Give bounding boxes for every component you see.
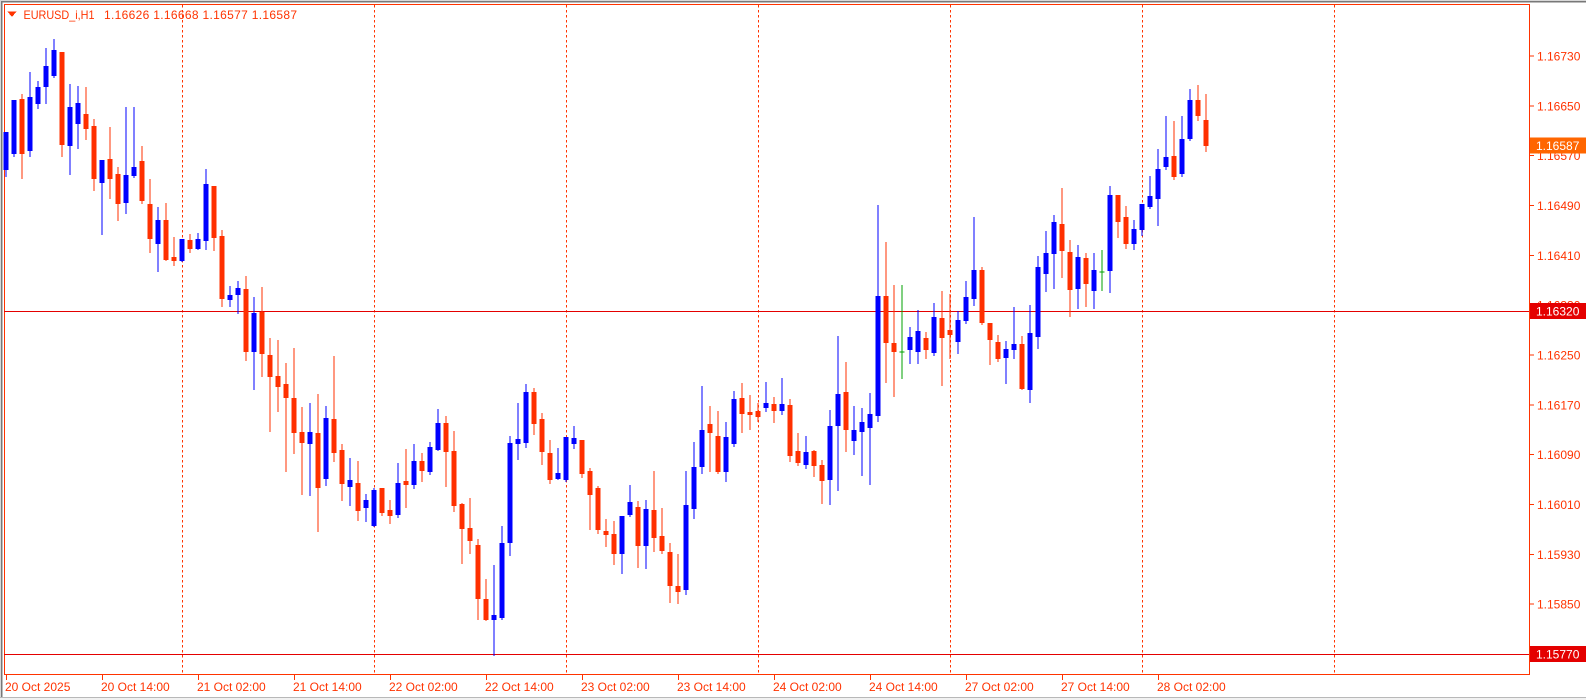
svg-text:22 Oct 14:00: 22 Oct 14:00 — [485, 680, 554, 694]
svg-text:1.16410: 1.16410 — [1537, 249, 1581, 263]
svg-text:1.16010: 1.16010 — [1537, 498, 1581, 512]
svg-text:1.16490: 1.16490 — [1537, 199, 1581, 213]
svg-text:1.16250: 1.16250 — [1537, 349, 1581, 363]
svg-text:21 Oct 14:00: 21 Oct 14:00 — [293, 680, 362, 694]
svg-text:1.16650: 1.16650 — [1537, 99, 1581, 113]
svg-text:1.16170: 1.16170 — [1537, 398, 1581, 412]
svg-text:1.16587: 1.16587 — [1536, 139, 1580, 153]
svg-text:1.16090: 1.16090 — [1537, 448, 1581, 462]
svg-text:20 Oct 2025: 20 Oct 2025 — [5, 680, 71, 694]
svg-text:20 Oct 14:00: 20 Oct 14:00 — [101, 680, 170, 694]
svg-text:1.16730: 1.16730 — [1537, 50, 1581, 64]
svg-text:EURUSD_i,H1: EURUSD_i,H1 — [24, 8, 95, 22]
svg-text:27 Oct 14:00: 27 Oct 14:00 — [1061, 680, 1130, 694]
svg-text:1.16320: 1.16320 — [1536, 305, 1580, 319]
svg-text:24 Oct 02:00: 24 Oct 02:00 — [773, 680, 842, 694]
svg-text:27 Oct 02:00: 27 Oct 02:00 — [965, 680, 1034, 694]
svg-text:1.15850: 1.15850 — [1537, 598, 1581, 612]
svg-text:23 Oct 02:00: 23 Oct 02:00 — [581, 680, 650, 694]
svg-text:1.15930: 1.15930 — [1537, 548, 1581, 562]
svg-text:23 Oct 14:00: 23 Oct 14:00 — [677, 680, 746, 694]
svg-text:1.16626 1.16668 1.16577 1.1658: 1.16626 1.16668 1.16577 1.16587 — [104, 8, 297, 22]
svg-text:22 Oct 02:00: 22 Oct 02:00 — [389, 680, 458, 694]
svg-text:21 Oct 02:00: 21 Oct 02:00 — [197, 680, 266, 694]
svg-text:28 Oct 02:00: 28 Oct 02:00 — [1157, 680, 1226, 694]
svg-text:1.15770: 1.15770 — [1536, 648, 1580, 662]
svg-text:24 Oct 14:00: 24 Oct 14:00 — [869, 680, 938, 694]
